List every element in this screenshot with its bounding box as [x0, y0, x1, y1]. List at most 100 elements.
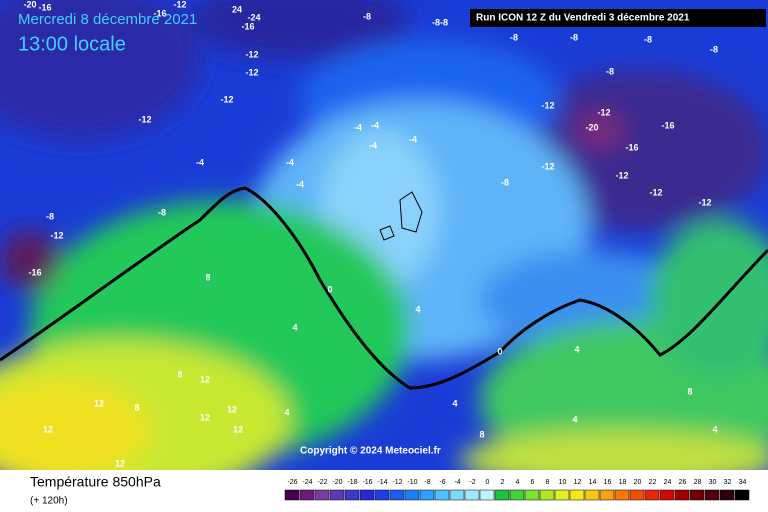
contour-label: 4	[452, 398, 457, 408]
legend-label: 26	[679, 479, 687, 486]
legend-swatch	[479, 489, 495, 501]
contour-label: 12	[43, 424, 53, 434]
legend-swatch	[299, 489, 315, 501]
legend-label: 22	[649, 479, 657, 486]
legend-label: 30	[709, 479, 717, 486]
legend-swatch	[284, 489, 300, 501]
contour-label: -8	[158, 207, 166, 217]
footer-subtitle: (+ 120h)	[30, 496, 68, 507]
contour-label: -12	[698, 197, 711, 207]
legend-label: 20	[634, 479, 642, 486]
contour-label: -4	[296, 179, 304, 189]
contour-label: -20	[585, 122, 598, 132]
contour-label: -16	[38, 2, 51, 12]
legend-label: 34	[739, 479, 747, 486]
contour-label: -4	[371, 120, 379, 130]
contour-label: -8	[710, 44, 718, 54]
legend-label: -4	[454, 479, 460, 486]
legend-swatch	[434, 489, 450, 501]
contour-label: -12	[245, 49, 258, 59]
legend: -26 -24 -22 -20 -18 -16 -14 -12 -10 -8 -6 -4 -2 0 2 4 6 8…	[284, 479, 750, 501]
time-label: 13:00 locale	[18, 33, 126, 55]
contour-label: -8	[510, 32, 518, 42]
legend-swatch	[659, 489, 675, 501]
legend-label: -2	[469, 479, 475, 486]
contour-label: -12	[50, 230, 63, 240]
legend-label: 28	[694, 479, 702, 486]
contour-label: -12	[220, 94, 233, 104]
contour-label: -4	[196, 157, 204, 167]
legend-swatch	[464, 489, 480, 501]
legend-swatch	[584, 489, 600, 501]
legend-swatch	[329, 489, 345, 501]
contour-label: 4	[572, 414, 577, 424]
run-label: Run ICON 12 Z du Vendredi 3 décembre 202…	[476, 13, 690, 24]
footer-title: Température 850hPa	[30, 474, 161, 490]
legend-label: -12	[392, 479, 402, 486]
contour-label: -12	[597, 107, 610, 117]
contour-label: 4	[415, 304, 420, 314]
legend-swatch	[314, 489, 330, 501]
contour-label: -8	[46, 211, 54, 221]
legend-swatch	[554, 489, 570, 501]
zero-contour	[0, 186, 768, 390]
date-label: Mercredi 8 décembre 2021	[18, 11, 197, 28]
legend-label: -18	[347, 479, 357, 486]
legend-swatch	[419, 489, 435, 501]
legend-swatch	[509, 489, 525, 501]
legend-swatch	[674, 489, 690, 501]
legend-label: 12	[574, 479, 582, 486]
contour-label: -4	[354, 122, 362, 132]
legend-swatch	[374, 489, 390, 501]
legend-label: -16	[362, 479, 372, 486]
copyright: Copyright © 2024 Meteociel.fr	[300, 446, 441, 457]
contour-label: -8-8	[432, 17, 448, 27]
contour-label: -12	[138, 114, 151, 124]
legend-swatch	[614, 489, 630, 501]
contour-label: -12	[245, 67, 258, 77]
legend-label: 8	[546, 479, 550, 486]
contour-label: 12	[233, 424, 243, 434]
contour-label: 8	[479, 429, 484, 439]
contour-label: -8	[606, 66, 614, 76]
legend-label: 6	[531, 479, 535, 486]
contour-label: 0	[497, 346, 502, 356]
contour-label: -12	[615, 170, 628, 180]
legend-swatch	[389, 489, 405, 501]
contour-label: -4	[409, 134, 417, 144]
contour-label: -16	[661, 120, 674, 130]
legend-label: 18	[619, 479, 627, 486]
contour-label: -16	[241, 21, 254, 31]
legend-label: 24	[664, 479, 672, 486]
coastline	[379, 191, 423, 241]
contour-label: 4	[712, 424, 717, 434]
legend-label: -24	[302, 479, 312, 486]
legend-label: -20	[332, 479, 342, 486]
legend-swatch	[569, 489, 585, 501]
map: -20 -16 -12-16 24-24-16-8-8-8-8 -8 -8-8-12-12…	[0, 0, 768, 500]
contour-label: 4	[284, 407, 289, 417]
contour-label: -12	[649, 187, 662, 197]
legend-swatch	[449, 489, 465, 501]
contour-label: -4	[286, 157, 294, 167]
legend-swatch	[689, 489, 705, 501]
legend-swatch	[704, 489, 720, 501]
legend-swatch	[524, 489, 540, 501]
legend-swatch	[719, 489, 735, 501]
contour-label: 12	[115, 458, 125, 468]
legend-label: 32	[724, 479, 732, 486]
legend-label: -26	[287, 479, 297, 486]
contour-label: -4	[369, 140, 377, 150]
contour-label: 12	[200, 412, 210, 422]
legend-swatch	[599, 489, 615, 501]
contour-label: -12	[541, 100, 554, 110]
contour-label: 8	[177, 369, 182, 379]
legend-label: 14	[589, 479, 597, 486]
legend-label: 2	[501, 479, 505, 486]
legend-swatch	[359, 489, 375, 501]
contour-label: 24	[232, 4, 242, 14]
contour-label: -8	[501, 177, 509, 187]
legend-label: 4	[516, 479, 520, 486]
run-box	[470, 9, 766, 27]
contour-label: 0	[327, 284, 332, 294]
